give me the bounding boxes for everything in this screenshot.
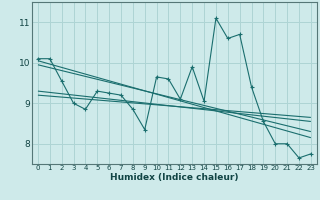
X-axis label: Humidex (Indice chaleur): Humidex (Indice chaleur) [110, 173, 239, 182]
